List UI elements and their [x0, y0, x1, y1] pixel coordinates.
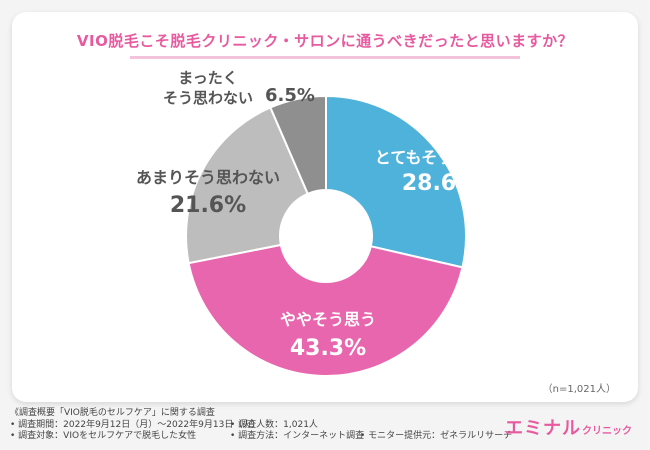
survey-provider: • モニター提供元：ゼネラルリサーチ [360, 431, 513, 441]
logo-sub: クリニック [582, 426, 632, 437]
value-label-1: 43.3% [290, 336, 366, 361]
value-label-3: 6.5% [265, 85, 315, 106]
survey-footer: 《調査概要「VIO脱毛のセルフケア」に関する調査 • 調査期間：2022年9月1… [10, 408, 530, 443]
value-label-2: 21.6% [170, 193, 246, 218]
survey-target: • 調査対象：VIOをセルフケアで脱毛した女性 [10, 431, 197, 441]
survey-method: • 調査方法：インターネット調査 [230, 431, 365, 441]
donut-slice-2 [185, 106, 310, 265]
category-label-3: まったくそう思わない [163, 69, 253, 107]
title-underline [130, 56, 520, 59]
donut-slice-3 [269, 94, 327, 196]
survey-period: • 調査期間：2022年9月12日（月）～2022年9月13日（火） [10, 419, 261, 430]
sample-size-note: （n=1,021人） [542, 384, 616, 395]
chart-title: VIO脱毛こそ脱毛クリニック・サロンに通うべきだったと思いますか？ [76, 32, 574, 50]
survey-title: 《調査概要「VIO脱毛のセルフケア」に関する調査 [10, 408, 215, 418]
survey-count: • 調査人数：1,021人 [230, 419, 318, 430]
donut-slice-1 [187, 243, 464, 377]
category-label-2: あまりそう思わない [136, 168, 280, 187]
eminal-clinic-logo: エミナル クリニック [505, 414, 632, 440]
value-label-0: 28.6% [402, 171, 478, 196]
category-label-1: ややそう思う [280, 310, 376, 329]
category-label-0: とてもそう思う [375, 148, 485, 167]
logo-main: エミナル [505, 418, 581, 439]
donut-slice-0 [325, 94, 467, 269]
